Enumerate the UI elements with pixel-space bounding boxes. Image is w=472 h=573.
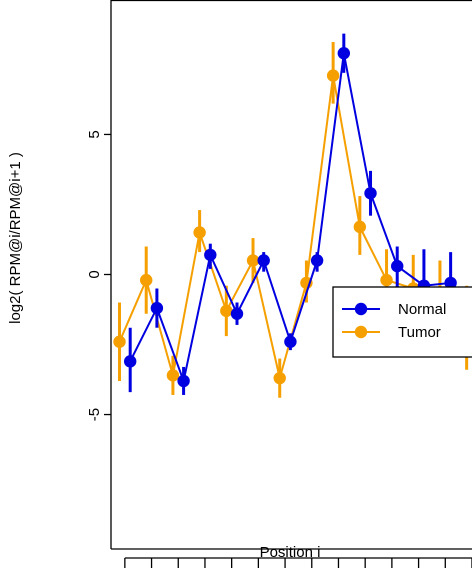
data-point	[326, 69, 340, 82]
axes: -50515171921232527	[86, 0, 472, 568]
data-point	[113, 335, 126, 348]
legend: Normal Tumor	[332, 286, 472, 358]
data-point	[123, 355, 137, 368]
legend-marker	[354, 325, 368, 339]
data-point	[364, 187, 377, 200]
legend-label: Normal	[398, 301, 446, 318]
data-point	[166, 369, 180, 382]
y-axis-title: log2( RPM@i/RPM@i+1 )	[7, 152, 24, 324]
y-tick-label: 5	[86, 130, 103, 138]
data-point	[246, 254, 260, 267]
data-point	[353, 220, 367, 234]
data-point	[220, 304, 233, 318]
data-point	[337, 47, 351, 60]
data-point	[380, 273, 393, 287]
data-point	[310, 254, 324, 267]
data-point	[150, 301, 164, 315]
data-point	[391, 259, 404, 273]
legend-label: Tumor	[398, 324, 441, 341]
data-point	[284, 335, 297, 348]
data-point	[177, 374, 190, 388]
series-normal	[123, 33, 472, 395]
data-point	[257, 254, 270, 267]
y-tick-label: 0	[86, 270, 103, 278]
x-axis-title: Position i	[260, 544, 321, 561]
data-point	[273, 371, 286, 385]
data-point	[193, 226, 206, 239]
y-tick-label: -5	[86, 408, 103, 421]
data-point	[204, 248, 217, 262]
legend-marker	[354, 302, 368, 316]
data-point	[444, 276, 457, 290]
data-point	[230, 307, 244, 320]
legend-box	[332, 286, 472, 358]
data-point	[140, 273, 153, 287]
